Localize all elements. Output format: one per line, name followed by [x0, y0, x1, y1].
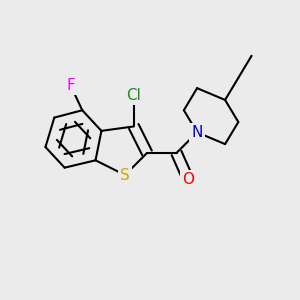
- Text: S: S: [120, 167, 130, 182]
- Text: F: F: [66, 78, 75, 93]
- Text: O: O: [182, 172, 194, 187]
- Text: Cl: Cl: [126, 88, 141, 103]
- Text: N: N: [191, 125, 203, 140]
